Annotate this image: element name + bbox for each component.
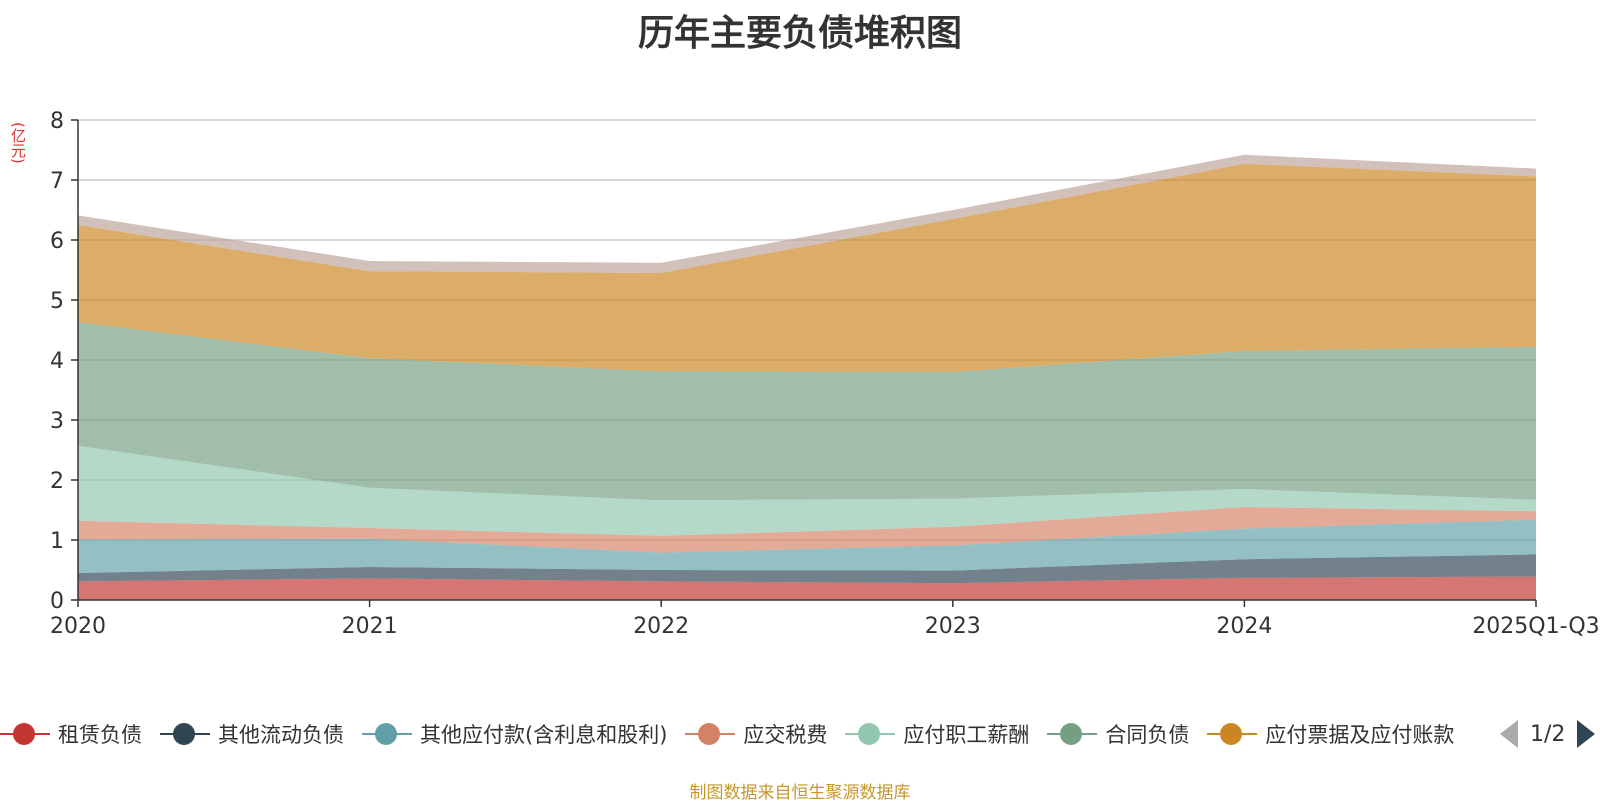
area-series[interactable] xyxy=(78,554,1536,584)
legend-item[interactable]: 合同负债 xyxy=(1047,719,1189,749)
y-tick-label: 0 xyxy=(50,589,64,614)
legend-marker-icon xyxy=(0,722,50,746)
y-tick-label: 1 xyxy=(50,529,64,554)
legend-next-page-icon[interactable] xyxy=(1577,720,1596,748)
area-series[interactable] xyxy=(78,507,1536,553)
legend-item[interactable]: 应付职工薪酬 xyxy=(845,719,1029,749)
legend-marker-icon xyxy=(685,722,736,746)
legend-item[interactable]: 应付票据及应付账款 xyxy=(1207,719,1454,749)
area-series[interactable] xyxy=(78,322,1536,501)
y-tick-label: 8 xyxy=(50,109,64,134)
legend-marker-icon xyxy=(362,722,412,746)
chart-plot: 0 1 2 3 4 5 6 7 8 2020 2021 2022 2023 2024 2025Q1-Q3 xyxy=(50,109,1600,639)
legend-marker-icon xyxy=(845,722,896,746)
legend-label: 其他流动负债 xyxy=(218,723,344,747)
y-tick-label: 5 xyxy=(50,289,64,314)
legend-label: 其他应付款(含利息和股利) xyxy=(420,723,668,747)
legend-label: 合同负债 xyxy=(1105,723,1190,747)
legend-page-indicator: 1/2 xyxy=(1530,721,1566,747)
area-series[interactable] xyxy=(78,445,1536,536)
area-series[interactable] xyxy=(78,519,1536,573)
legend-item[interactable]: 租赁负债 xyxy=(0,719,142,749)
legend-marker-icon xyxy=(1207,722,1258,746)
legend-label: 应交税费 xyxy=(743,723,828,747)
x-tick-label: 2020 xyxy=(50,614,106,639)
x-tick-label: 2022 xyxy=(633,614,689,639)
x-tick-label: 2024 xyxy=(1216,614,1272,639)
legend-label: 租赁负债 xyxy=(58,723,142,747)
x-tick-label: 2021 xyxy=(342,614,398,639)
chart-title: 历年主要负债堆积图 xyxy=(637,13,962,54)
area-series[interactable] xyxy=(78,163,1536,372)
y-tick-label: 4 xyxy=(50,349,64,374)
y-tick-label: 3 xyxy=(50,409,64,434)
area-series[interactable] xyxy=(78,154,1536,273)
y-tick-label: 6 xyxy=(50,229,64,254)
legend-label: 应付职工薪酬 xyxy=(903,723,1030,747)
data-source-note: 制图数据来自恒生聚源数据库 xyxy=(689,783,911,803)
legend-item[interactable]: 其他应付款(含利息和股利) xyxy=(362,719,667,749)
x-tick-label: 2023 xyxy=(925,614,981,639)
legend-marker-icon xyxy=(1047,722,1098,746)
y-tick-label: 2 xyxy=(50,469,64,494)
legend-item[interactable]: 其他流动负债 xyxy=(160,719,344,749)
y-tick-label: 7 xyxy=(50,169,64,194)
legend-label: 应付票据及应付账款 xyxy=(1265,723,1455,747)
legend-pager: 1/2 xyxy=(1500,716,1596,752)
legend-prev-page-icon[interactable] xyxy=(1500,720,1518,748)
y-axis-unit-label: (亿元) xyxy=(9,122,27,164)
area-series[interactable] xyxy=(78,576,1536,600)
legend-marker-icon xyxy=(160,722,210,746)
legend-item[interactable]: 应交税费 xyxy=(685,719,827,749)
chart-legend: 租赁负债 其他流动负债 其他应付款(含利息和股利) 应交税费 应付职工薪酬 合同负债 应付票… xyxy=(0,714,1490,754)
x-tick-label: 2025Q1-Q3 xyxy=(1472,614,1599,639)
